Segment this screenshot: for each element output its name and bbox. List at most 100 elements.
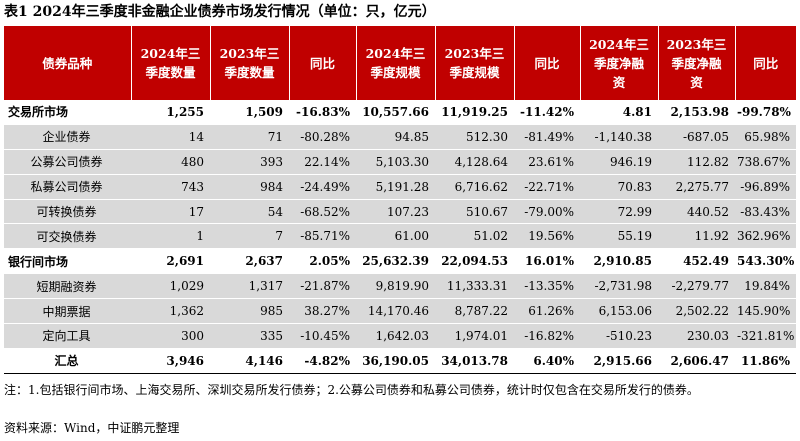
- table-row: 定向工具 300 335 -10.45% 1,642.03 1,974.01 -16.82%…: [4, 323, 796, 349]
- value-cell: 34,013.78: [435, 347, 514, 374]
- value-cell: 22.14%: [289, 149, 356, 175]
- value-cell: -11.42%: [514, 100, 580, 125]
- bond-type-cell: 私募公司债券: [4, 174, 131, 200]
- value-cell: 1,974.01: [435, 323, 514, 349]
- value-cell: -1,140.38: [580, 124, 658, 150]
- value-cell: 335: [210, 323, 289, 349]
- column-header-line: 资: [690, 74, 703, 90]
- value-cell: -68.52%: [289, 199, 356, 225]
- column-header-line: 季度规模: [449, 65, 500, 80]
- value-cell: 6,153.06: [580, 298, 658, 325]
- column-header: 同比: [735, 26, 796, 100]
- table-row: 可交换债券 1 7 -85.71% 61.00 51.02 19.56% 55.19 11.92…: [4, 223, 796, 250]
- value-cell: 1,029: [131, 273, 210, 300]
- value-cell: 2,637: [210, 248, 289, 275]
- value-cell: 51.02: [435, 223, 514, 250]
- value-cell: 112.82: [658, 149, 735, 175]
- value-cell: 543.30%: [735, 248, 796, 275]
- value-cell: 510.67: [435, 199, 514, 225]
- value-cell: -21.87%: [289, 273, 356, 300]
- value-cell: 2,606.47: [658, 347, 735, 374]
- column-header-line: 季度数量: [145, 65, 196, 80]
- value-cell: 738.67%: [735, 149, 796, 175]
- value-cell: 25,632.39: [356, 248, 435, 275]
- value-cell: 2,153.98: [658, 100, 735, 125]
- column-header-line: 2024年三: [589, 36, 649, 52]
- table-row: 公募公司债券 480 393 22.14% 5,103.30 4,128.64 23.61%…: [4, 149, 796, 175]
- value-cell: 5,103.30: [356, 149, 435, 175]
- column-header-line: 季度规模: [370, 65, 421, 80]
- column-header-line: 同比: [309, 55, 335, 71]
- value-cell: 512.30: [435, 124, 514, 150]
- value-cell: 440.52: [658, 199, 735, 225]
- value-cell: 61.00: [356, 223, 435, 250]
- value-cell: 393: [210, 149, 289, 175]
- column-header: 2023年三 季度数量: [210, 26, 290, 100]
- column-header-line: 季度净融: [593, 55, 644, 71]
- column-header: 2024年三 季度净融资: [580, 26, 659, 100]
- value-cell: -2,731.98: [580, 273, 658, 300]
- value-cell: 8,787.22: [435, 298, 514, 325]
- column-header: 同比: [289, 26, 357, 100]
- value-cell: 10,557.66: [356, 100, 435, 125]
- value-cell: -83.43%: [735, 199, 796, 225]
- value-cell: -510.23: [580, 323, 658, 349]
- column-header-line: 季度净融: [671, 55, 722, 71]
- column-header: 2023年三 季度净融资: [658, 26, 736, 100]
- column-header: 债券品种: [4, 26, 132, 100]
- value-cell: 11.92: [658, 223, 735, 250]
- value-cell: 72.99: [580, 199, 658, 225]
- value-cell: 7: [210, 223, 289, 250]
- bond-type-cell: 企业债券: [4, 124, 131, 150]
- value-cell: -99.78%: [735, 100, 796, 125]
- column-header-line: 季度数量: [224, 65, 275, 80]
- column-header-line: 2023年三: [444, 46, 505, 61]
- value-cell: 984: [210, 174, 289, 200]
- value-cell: 1,642.03: [356, 323, 435, 349]
- value-cell: 230.03: [658, 323, 735, 349]
- table-title: 表1 2024年三季度非金融企业债券市场发行情况（单位：只，亿元）: [4, 4, 436, 20]
- value-cell: 3,946: [131, 347, 210, 374]
- value-cell: -22.71%: [514, 174, 580, 200]
- value-cell: -81.49%: [514, 124, 580, 150]
- value-cell: -687.05: [658, 124, 735, 150]
- value-cell: -85.71%: [289, 223, 356, 250]
- bond-type-cell: 短期融资券: [4, 273, 131, 300]
- value-cell: 1,509: [210, 100, 289, 125]
- value-cell: 61.26%: [514, 298, 580, 325]
- bond-type-cell: 可交换债券: [4, 223, 131, 250]
- value-cell: 16.01%: [514, 248, 580, 275]
- value-cell: 4,146: [210, 347, 289, 374]
- value-cell: -321.81%: [735, 323, 796, 349]
- bond-type-cell: 可转换债券: [4, 199, 131, 225]
- column-header-line: 2024年三: [365, 46, 426, 61]
- table-body: 交易所市场 1,255 1,509 -16.83% 10,557.66 11,919.25…: [4, 100, 796, 374]
- value-cell: 1,255: [131, 100, 210, 125]
- value-cell: 19.56%: [514, 223, 580, 250]
- bond-type-cell: 定向工具: [4, 323, 131, 349]
- value-cell: 2,910.85: [580, 248, 658, 275]
- column-header: 同比: [514, 26, 581, 100]
- value-cell: 4,128.64: [435, 149, 514, 175]
- value-cell: 107.23: [356, 199, 435, 225]
- value-cell: -2,279.77: [658, 273, 735, 300]
- value-cell: 38.27%: [289, 298, 356, 325]
- value-cell: 1,317: [210, 273, 289, 300]
- column-header-line: 2023年三: [219, 46, 280, 61]
- value-cell: -96.89%: [735, 174, 796, 200]
- value-cell: 300: [131, 323, 210, 349]
- value-cell: 11,333.31: [435, 273, 514, 300]
- column-header: 2024年三 季度数量: [131, 26, 211, 100]
- bond-type-cell: 交易所市场: [4, 100, 131, 125]
- bond-type-cell: 汇总: [4, 347, 131, 374]
- header-row: 债券品种 2024年三 季度数量 2023年三 季度数量 同比 2024年三 季度规模 2023…: [4, 26, 796, 100]
- table-note: 注：1.包括银行间市场、上海交易所、深圳交易所发行债券；2.公募公司债券和私募公…: [4, 383, 699, 397]
- column-header-line: 同比: [534, 55, 560, 71]
- value-cell: 11.86%: [735, 347, 796, 374]
- value-cell: 19.84%: [735, 273, 796, 300]
- value-cell: 6.40%: [514, 347, 580, 374]
- value-cell: 2,502.22: [658, 298, 735, 325]
- column-header-line: 2024年三: [140, 46, 201, 61]
- value-cell: 14,170.46: [356, 298, 435, 325]
- value-cell: -24.49%: [289, 174, 356, 200]
